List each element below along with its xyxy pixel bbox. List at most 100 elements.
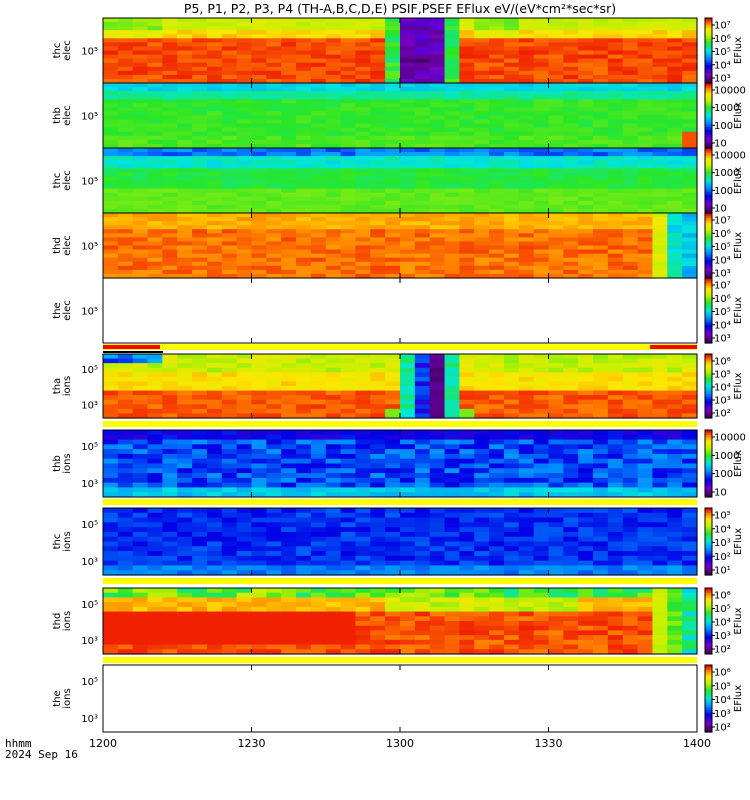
heatmap-cell — [533, 546, 550, 552]
heatmap-cell — [355, 453, 371, 460]
heatmap-cell — [103, 477, 119, 484]
heatmap-cell — [117, 22, 134, 27]
heatmap-cell — [132, 168, 149, 173]
heatmap-cell — [236, 22, 253, 27]
heatmap-cell — [325, 123, 342, 129]
heatmap-cell — [503, 123, 520, 129]
heatmap-cell — [622, 233, 639, 238]
heatmap-cell — [518, 257, 535, 263]
heatmap-cell — [355, 390, 371, 396]
heatmap-cell — [593, 245, 609, 251]
heatmap-cell — [192, 602, 208, 608]
heatmap-cell — [266, 522, 282, 528]
heatmap-cell — [548, 107, 564, 113]
heatmap-cell — [667, 123, 683, 129]
heatmap-cell — [414, 430, 431, 436]
colorbar-swatch — [705, 123, 712, 126]
heatmap-cell — [177, 408, 193, 415]
heatmap-cell — [325, 257, 342, 263]
heatmap-cell — [296, 616, 312, 622]
heatmap-cell — [652, 386, 668, 392]
heatmap-cell — [667, 439, 683, 445]
heatmap-cell — [340, 99, 357, 104]
heatmap-cell — [266, 482, 282, 489]
heatmap-cell — [414, 30, 431, 35]
heatmap-cell — [489, 546, 505, 552]
heatmap-cell — [385, 83, 401, 88]
heatmap-cell — [370, 257, 386, 263]
heatmap-cell — [236, 123, 253, 129]
heatmap-cell — [370, 87, 386, 92]
heatmap-cell — [162, 512, 178, 519]
heatmap-cell — [682, 22, 698, 27]
heatmap-cell — [192, 204, 208, 210]
heatmap-cell — [325, 42, 342, 48]
heatmap-cell — [221, 517, 238, 523]
colorbar-swatch — [705, 26, 712, 29]
heatmap-cell — [192, 635, 208, 641]
heatmap-cell — [177, 522, 193, 528]
heatmap-cell — [607, 95, 624, 100]
heatmap-cell — [489, 372, 505, 378]
heatmap-cell — [370, 237, 386, 243]
heatmap-cell — [281, 123, 297, 129]
heatmap-cell — [206, 602, 223, 608]
heatmap-cell — [296, 50, 312, 56]
heatmap-cell — [103, 390, 119, 396]
heatmap-cell — [385, 269, 401, 275]
heatmap-cell — [206, 367, 223, 373]
heatmap-cell — [429, 204, 446, 210]
heatmap-cell — [355, 551, 371, 557]
heatmap-cell — [177, 372, 193, 378]
heatmap-cell — [117, 204, 134, 210]
heatmap-cell — [578, 492, 594, 498]
colorbar-label: EFlux — [733, 37, 744, 64]
heatmap-cell — [236, 265, 253, 271]
heatmap-cell — [132, 512, 149, 519]
heatmap-cell — [444, 458, 460, 465]
heatmap-cell — [340, 18, 357, 23]
colorbar-swatch — [705, 201, 712, 204]
heatmap-cell — [192, 50, 208, 56]
heatmap-cell — [192, 99, 208, 104]
heatmap-cell — [206, 176, 223, 182]
heatmap-cell — [637, 58, 654, 64]
colorbar-swatch — [705, 151, 712, 154]
heatmap-cell — [578, 70, 594, 76]
heatmap-cell — [385, 367, 401, 373]
heatmap-cell — [429, 565, 446, 571]
heatmap-cell — [177, 115, 193, 121]
heatmap-cell — [667, 253, 683, 259]
heatmap-cell — [637, 221, 654, 226]
heatmap-cell — [400, 354, 416, 360]
heatmap-cell — [503, 196, 520, 202]
heatmap-cell — [593, 58, 609, 64]
heatmap-cell — [414, 123, 431, 129]
heatmap-cell — [162, 269, 178, 275]
heatmap-cell — [310, 453, 327, 460]
heatmap-cell — [414, 363, 431, 369]
heatmap-cell — [533, 249, 550, 255]
heatmap-cell — [266, 164, 282, 169]
heatmap-cell — [429, 560, 446, 567]
colorbar-swatch — [705, 465, 712, 468]
heatmap-cell — [117, 217, 134, 222]
heatmap-cell — [206, 639, 223, 646]
heatmap-cell — [340, 127, 357, 133]
heatmap-cell — [444, 413, 460, 419]
heatmap-cell — [474, 551, 490, 557]
heatmap-cell — [281, 404, 297, 410]
heatmap-cell — [429, 164, 446, 169]
heatmap-cell — [578, 508, 594, 514]
heatmap-cell — [147, 621, 163, 627]
heatmap-cell — [400, 127, 416, 133]
heatmap-cell — [370, 74, 386, 80]
colorbar-swatch — [705, 258, 712, 261]
heatmap-cell — [563, 372, 579, 378]
heatmap-cell — [385, 555, 401, 562]
colorbar-swatch — [705, 414, 712, 417]
heatmap-cell — [325, 531, 342, 538]
heatmap-cell — [563, 560, 579, 567]
heatmap-cell — [414, 34, 431, 39]
heatmap-cell — [637, 66, 654, 72]
